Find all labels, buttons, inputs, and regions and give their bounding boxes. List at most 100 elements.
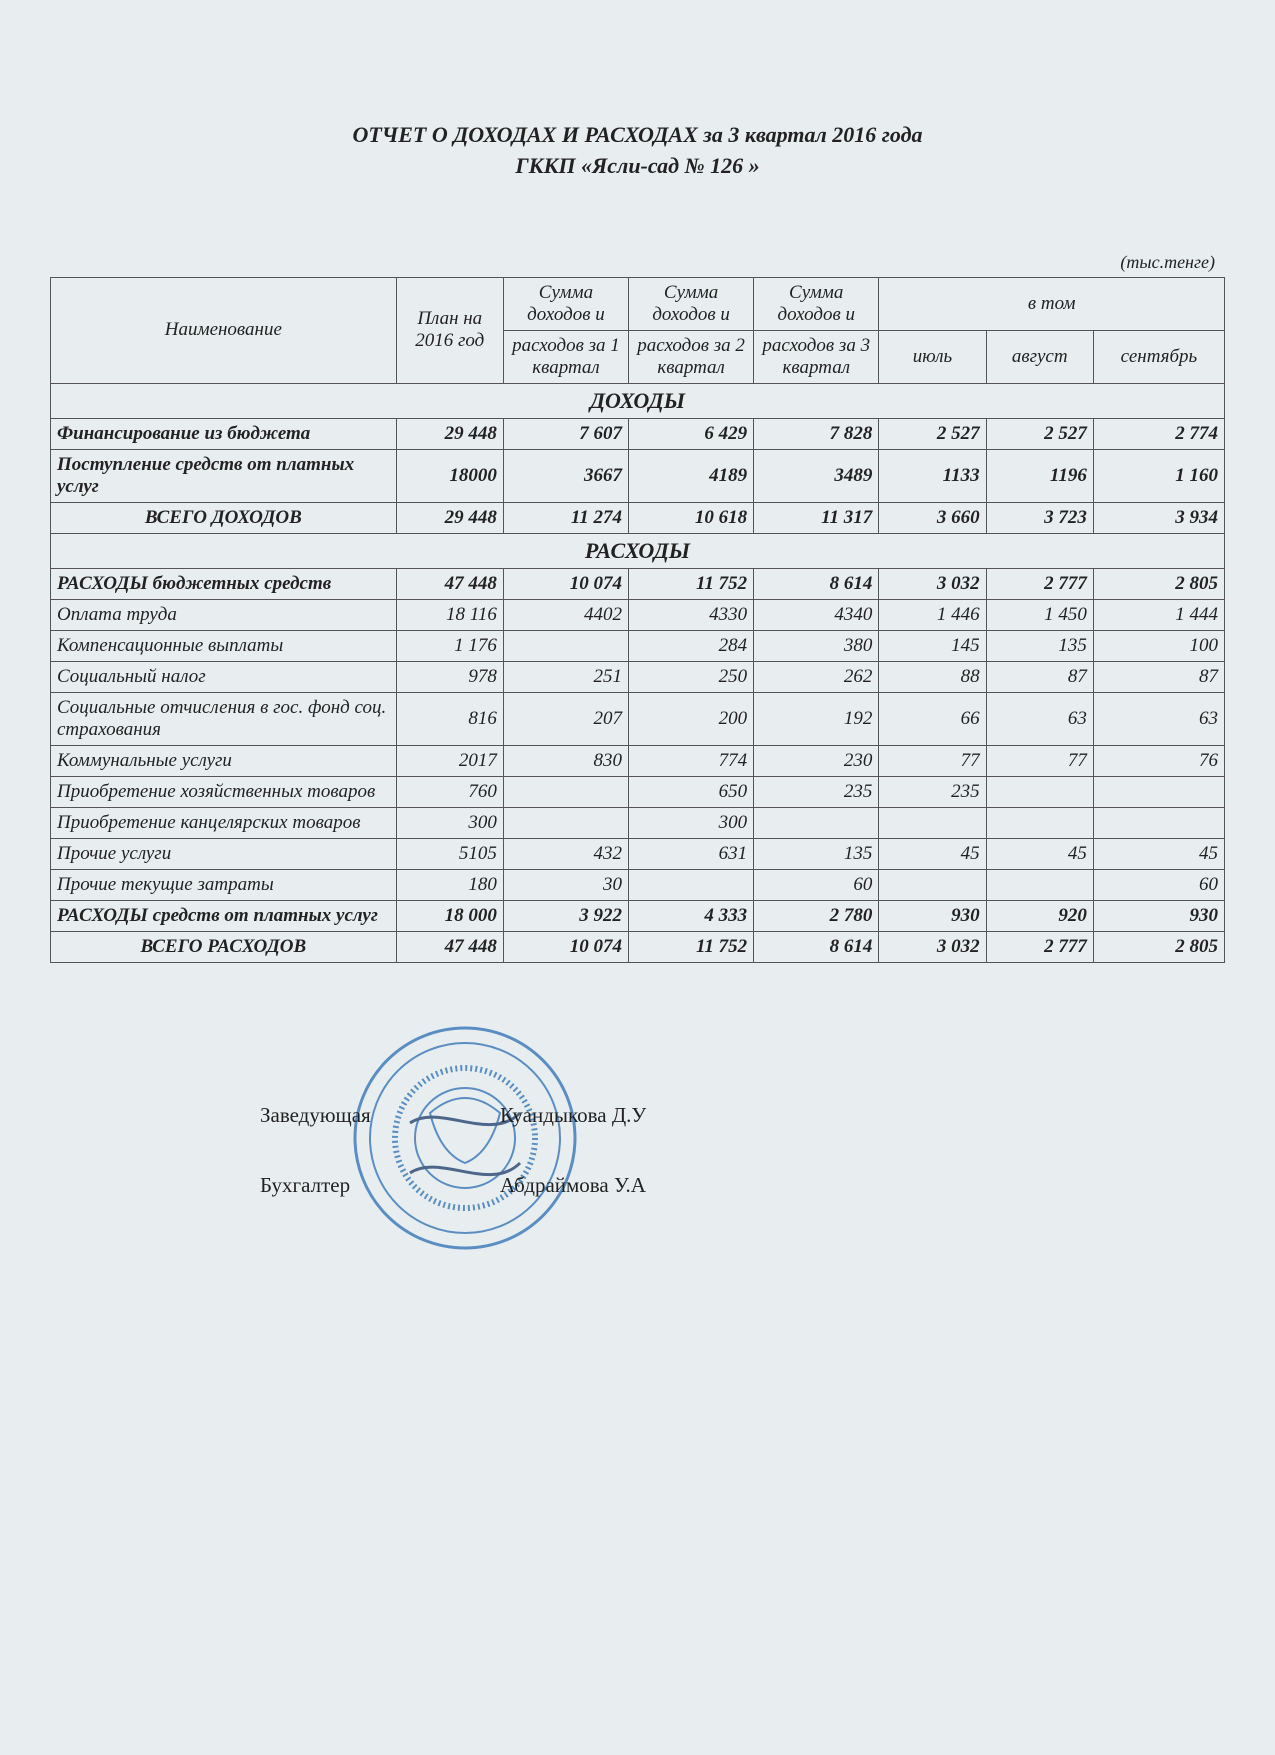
table-cell: 380 [754, 630, 879, 661]
table-cell: 650 [629, 776, 754, 807]
table-row: Компенсационные выплаты1 176284380145135… [51, 630, 1225, 661]
table-row: Коммунальные услуги2017830774230777776 [51, 745, 1225, 776]
table-cell: 2 527 [879, 418, 986, 449]
table-cell: 45 [986, 838, 1093, 869]
table-cell: 251 [503, 661, 628, 692]
table-cell: 87 [1093, 661, 1224, 692]
table-cell: 8 614 [754, 931, 879, 962]
table-cell: 18 116 [396, 599, 503, 630]
table-cell: 930 [879, 900, 986, 931]
report-table: Наименование План на 2016 год Сумма дохо… [50, 277, 1225, 963]
table-cell: 77 [879, 745, 986, 776]
table-cell: 3 660 [879, 502, 986, 533]
table-cell: 1 446 [879, 599, 986, 630]
table-cell: 63 [986, 692, 1093, 745]
table-cell: 11 317 [754, 502, 879, 533]
table-cell: РАСХОДЫ средств от платных услуг [51, 900, 397, 931]
table-cell: 4402 [503, 599, 628, 630]
table-cell: 631 [629, 838, 754, 869]
th-q3-top: Сумма доходов и [754, 277, 879, 330]
table-cell [503, 776, 628, 807]
table-cell: 235 [754, 776, 879, 807]
table-cell [629, 869, 754, 900]
table-cell: 2 774 [1093, 418, 1224, 449]
th-jul: июль [879, 330, 986, 383]
section-header: ДОХОДЫ [51, 383, 1225, 418]
table-cell: 284 [629, 630, 754, 661]
table-row: Социальные отчисления в гос. фонд соц. с… [51, 692, 1225, 745]
table-cell: 262 [754, 661, 879, 692]
table-cell: 11 752 [629, 568, 754, 599]
title-line-1: ОТЧЕТ О ДОХОДАХ И РАСХОДАХ за 3 квартал … [352, 122, 922, 147]
table-cell: Поступление средств от платных услуг [51, 449, 397, 502]
table-cell: 77 [986, 745, 1093, 776]
th-q3-bot: расходов за 3 квартал [754, 330, 879, 383]
table-cell: Прочие текущие затраты [51, 869, 397, 900]
table-cell: 87 [986, 661, 1093, 692]
table-cell: 3 032 [879, 568, 986, 599]
table-cell: 7 828 [754, 418, 879, 449]
table-cell: 47 448 [396, 931, 503, 962]
table-cell: 10 074 [503, 931, 628, 962]
table-row: Приобретение канцелярских товаров300300 [51, 807, 1225, 838]
table-cell [754, 807, 879, 838]
sig-role-2: Бухгалтер [260, 1173, 350, 1198]
table-cell: 45 [1093, 838, 1224, 869]
table-row: Оплата труда18 1164402433043401 4461 450… [51, 599, 1225, 630]
table-cell: Оплата труда [51, 599, 397, 630]
table-cell: Компенсационные выплаты [51, 630, 397, 661]
table-cell: 45 [879, 838, 986, 869]
th-name: Наименование [51, 277, 397, 383]
table-cell: 3 032 [879, 931, 986, 962]
sig-name-2: Абдраймова У.А [500, 1173, 646, 1198]
table-cell: 76 [1093, 745, 1224, 776]
table-cell: 4330 [629, 599, 754, 630]
table-cell: 978 [396, 661, 503, 692]
table-cell [986, 776, 1093, 807]
table-cell: 4 333 [629, 900, 754, 931]
table-cell: 1 160 [1093, 449, 1224, 502]
table-cell: 5105 [396, 838, 503, 869]
th-vtom: в том [879, 277, 1225, 330]
table-cell: 6 429 [629, 418, 754, 449]
table-cell: 2 780 [754, 900, 879, 931]
th-q1-bot: расходов за 1 квартал [503, 330, 628, 383]
table-cell: 3 723 [986, 502, 1093, 533]
table-cell: 192 [754, 692, 879, 745]
table-cell: 920 [986, 900, 1093, 931]
table-cell: 30 [503, 869, 628, 900]
table-cell: 774 [629, 745, 754, 776]
table-cell: 1196 [986, 449, 1093, 502]
table-cell: 1 450 [986, 599, 1093, 630]
table-cell: 88 [879, 661, 986, 692]
table-cell: 930 [1093, 900, 1224, 931]
table-cell: 235 [879, 776, 986, 807]
table-cell: 47 448 [396, 568, 503, 599]
table-cell: Социальный налог [51, 661, 397, 692]
th-q2-top: Сумма доходов и [629, 277, 754, 330]
table-cell: 10 618 [629, 502, 754, 533]
table-cell: 60 [1093, 869, 1224, 900]
section-title: РАСХОДЫ [51, 533, 1225, 568]
table-row: РАСХОДЫ бюджетных средств47 44810 07411 … [51, 568, 1225, 599]
table-cell: 2 805 [1093, 931, 1224, 962]
table-cell: 4189 [629, 449, 754, 502]
table-cell: 18000 [396, 449, 503, 502]
table-cell: 230 [754, 745, 879, 776]
table-cell: Социальные отчисления в гос. фонд соц. с… [51, 692, 397, 745]
table-cell: 300 [396, 807, 503, 838]
table-row: Социальный налог978251250262888787 [51, 661, 1225, 692]
table-cell: 2017 [396, 745, 503, 776]
table-row: Поступление средств от платных услуг1800… [51, 449, 1225, 502]
table-cell: 3 922 [503, 900, 628, 931]
sig-name-1: Куандыкова Д.У [500, 1103, 646, 1128]
stamp-icon [350, 1023, 580, 1253]
table-cell: 145 [879, 630, 986, 661]
table-cell: 10 074 [503, 568, 628, 599]
unit-label: (тыс.тенге) [50, 252, 1225, 273]
table-cell: 3667 [503, 449, 628, 502]
table-cell: 11 274 [503, 502, 628, 533]
section-header: РАСХОДЫ [51, 533, 1225, 568]
table-cell [503, 630, 628, 661]
table-cell: 760 [396, 776, 503, 807]
